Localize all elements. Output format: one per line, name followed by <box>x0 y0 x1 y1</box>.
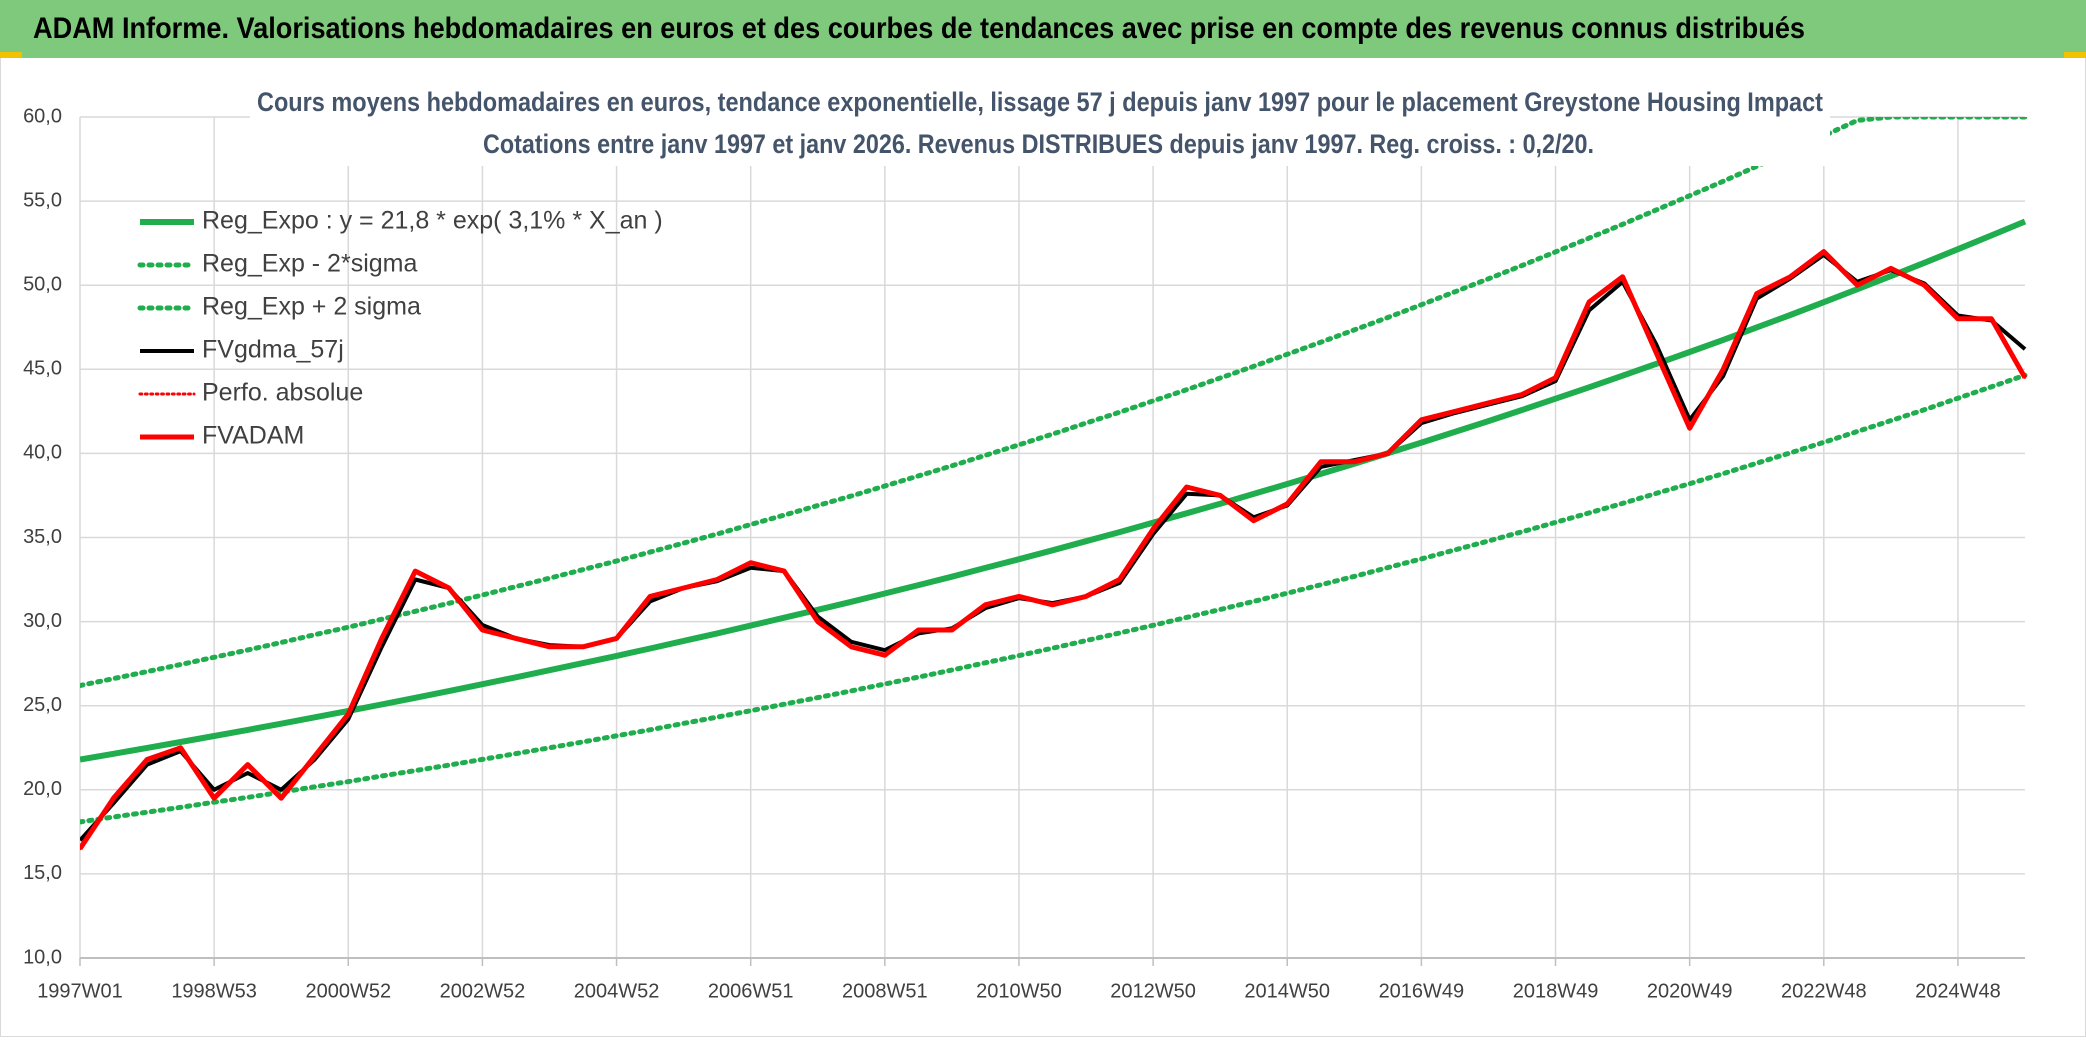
header-title: ADAM Informe. Valorisations hebdomadaire… <box>33 12 1805 45</box>
y-tick-label: 35,0 <box>23 526 62 548</box>
legend-label: Reg_Exp + 2 sigma <box>202 293 421 321</box>
y-tick-label: 55,0 <box>23 189 62 211</box>
x-tick-label: 2006W51 <box>708 980 794 1002</box>
title-background <box>250 84 1830 166</box>
x-tick-label: 2002W52 <box>440 980 526 1002</box>
x-tick-label: 2016W49 <box>1379 980 1465 1002</box>
corner <box>0 52 22 58</box>
x-tick-label: 2022W48 <box>1781 980 1867 1002</box>
x-tick-label: 2004W52 <box>574 980 660 1002</box>
y-tick-label: 40,0 <box>23 442 62 464</box>
series-line <box>80 218 2027 763</box>
y-tick-label: 20,0 <box>23 778 62 800</box>
legend-label: FVADAM <box>202 422 304 450</box>
header-bar <box>0 0 2086 58</box>
legend-label: Perfo. absolue <box>202 379 363 407</box>
x-tick-label: 2012W50 <box>1110 980 1196 1002</box>
legend-label: Reg_Exp - 2*sigma <box>202 250 417 278</box>
series-line <box>80 117 2028 688</box>
x-tick-label: 1997W01 <box>37 980 123 1002</box>
y-tick-label: 15,0 <box>23 862 62 884</box>
y-tick-label: 60,0 <box>23 105 62 127</box>
y-tick-label: 50,0 <box>23 273 62 295</box>
corner <box>2064 52 2086 58</box>
y-tick-label: 25,0 <box>23 694 62 716</box>
legend-label: FVgdma_57j <box>202 336 344 364</box>
x-tick-label: 1998W53 <box>171 980 257 1002</box>
legend-label: Reg_Expo : y = 21,8 * exp( 3,1% * X_an ) <box>202 207 663 235</box>
x-tick-label: 2018W49 <box>1513 980 1599 1002</box>
x-tick-label: 2010W50 <box>976 980 1062 1002</box>
x-tick-label: 2008W51 <box>842 980 928 1002</box>
x-tick-label: 2014W50 <box>1244 980 1330 1002</box>
y-tick-label: 10,0 <box>23 946 62 968</box>
y-tick-label: 45,0 <box>23 358 62 380</box>
series-group <box>80 117 2028 851</box>
x-tick-label: 2024W48 <box>1915 980 2001 1002</box>
y-tick-label: 30,0 <box>23 610 62 632</box>
x-tick-label: 2000W52 <box>305 980 391 1002</box>
chart-subtitle: Cotations entre janv 1997 et janv 2026. … <box>483 129 1594 159</box>
chart-title: Cours moyens hebdomadaires en euros, ten… <box>257 87 1823 117</box>
series-line <box>80 372 2028 825</box>
x-tick-label: 2020W49 <box>1647 980 1733 1002</box>
series-line <box>80 249 2028 851</box>
